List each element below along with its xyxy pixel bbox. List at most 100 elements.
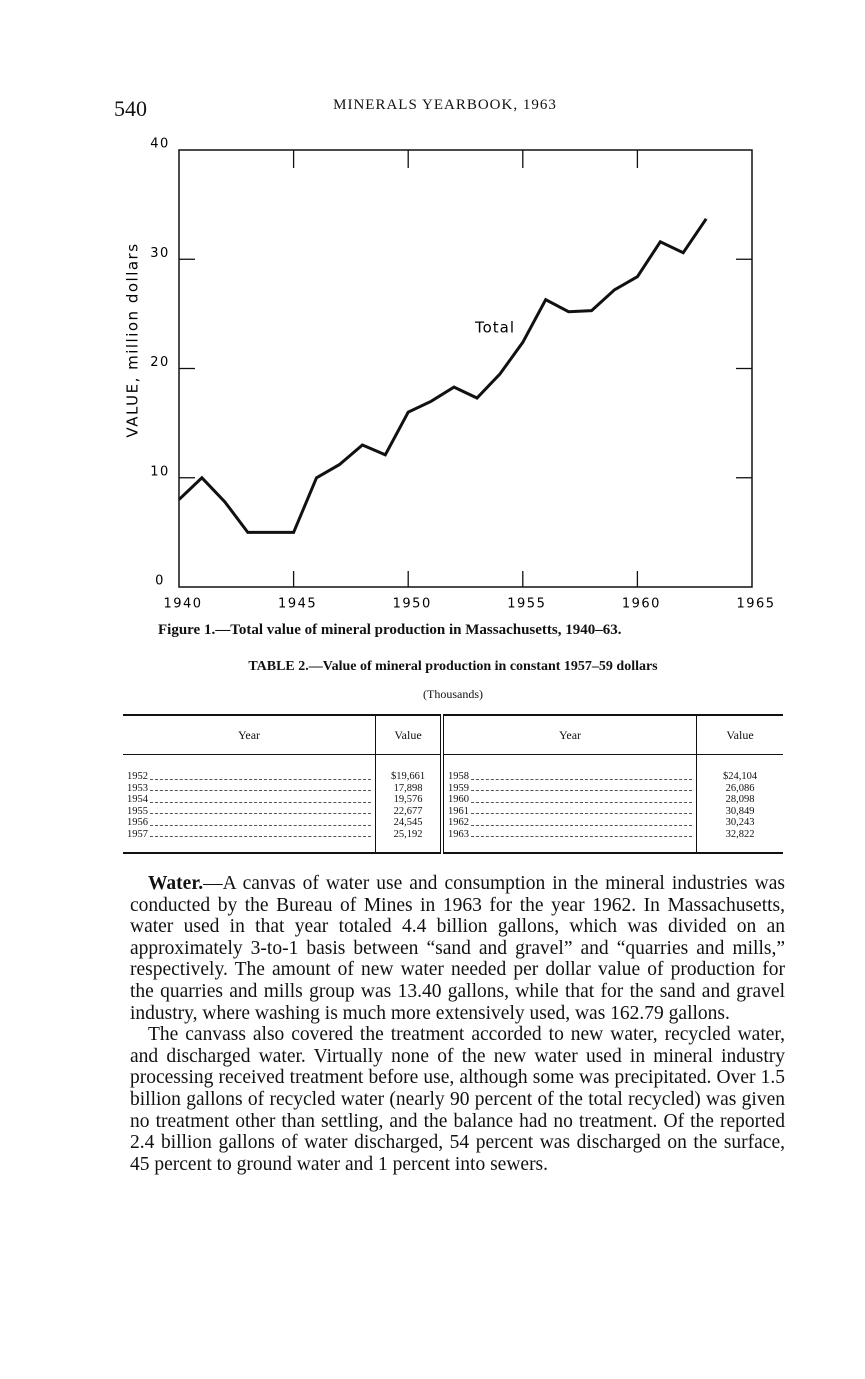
- year-cell: 1961: [448, 806, 692, 818]
- year: 1953: [127, 782, 148, 794]
- table-cell: 22,677: [375, 805, 442, 817]
- dot-leader: [471, 783, 692, 791]
- table-cell: 1952: [123, 755, 376, 783]
- table-row: 1954 19,576 1960 28,098: [123, 794, 783, 806]
- year: 1961: [448, 805, 469, 817]
- value: 24,545: [393, 817, 423, 828]
- value: 19,576: [393, 794, 423, 805]
- column-header: Year: [440, 715, 697, 755]
- chart: VALUE, million dollars Total 0 10 20 30 40 19…: [124, 137, 775, 612]
- year-cell: 1959: [448, 783, 692, 795]
- table-cell: 1958: [440, 754, 697, 783]
- y-tick-label: 20: [150, 355, 170, 370]
- dot-leader: [150, 829, 371, 837]
- year-cell: 1960: [448, 794, 692, 806]
- year: 1957: [127, 828, 148, 840]
- year: 1962: [448, 817, 469, 828]
- table-cell: 1963: [440, 828, 697, 853]
- paragraph-text: The canvass also covered the treatment a…: [130, 1024, 785, 1175]
- dot-leader: [150, 806, 371, 814]
- table-row: 1955 22,677 1961 30,849: [123, 805, 783, 818]
- year-cell: 1957: [127, 829, 371, 841]
- series-annotation: Total: [474, 319, 515, 337]
- value: 17,898: [393, 782, 423, 794]
- page-number: 540: [114, 96, 147, 121]
- table-cell: 1961: [440, 805, 697, 818]
- dot-leader: [150, 817, 371, 826]
- x-tick-label: 1940: [163, 597, 202, 612]
- column-header: Value: [375, 715, 442, 755]
- figure-caption: Figure 1.—Total value of mineral product…: [158, 622, 622, 638]
- table-cell: $19,661: [375, 754, 442, 783]
- data-line: [177, 217, 708, 534]
- year-cell: 1958: [448, 771, 692, 783]
- table-cell: 24,545: [375, 817, 442, 829]
- dot-leader: [150, 783, 371, 791]
- plot-frame: [178, 149, 753, 588]
- year-cell: 1955: [127, 806, 371, 818]
- column-header: Year: [123, 715, 376, 755]
- x-tick-label: 1965: [736, 597, 775, 612]
- dot-leader: [471, 817, 692, 826]
- value: 32,822: [725, 828, 755, 840]
- year: 1963: [448, 828, 469, 840]
- y-axis-label: VALUE, million dollars: [124, 242, 142, 437]
- y-tick-label: 0: [155, 574, 165, 589]
- table-title: TABLE 2.—Value of mineral production in …: [248, 659, 658, 674]
- table-cell: 1955: [123, 806, 376, 818]
- year: 1958: [448, 771, 469, 782]
- year-cell: 1952: [127, 771, 371, 783]
- dot-leader: [471, 794, 692, 803]
- year: 1955: [127, 805, 148, 817]
- x-tick-label: 1945: [278, 597, 317, 612]
- year: 1954: [127, 794, 148, 805]
- table-cell: 1959: [440, 782, 697, 795]
- value: $24,104: [722, 771, 758, 782]
- paragraph: Water.—A canvas of water use and consump…: [130, 873, 785, 1024]
- year: 1956: [127, 817, 148, 828]
- paragraph-lead: Water.: [148, 873, 204, 894]
- table-cell: $24,104: [696, 754, 783, 783]
- table-cell: 26,086: [696, 782, 783, 794]
- x-tick-label: 1955: [507, 597, 546, 612]
- table-row: 1957 25,192 1963 32,822: [123, 828, 783, 853]
- table-cell: 1960: [440, 794, 697, 806]
- value: 30,243: [725, 817, 755, 828]
- table-cell: 30,243: [696, 817, 783, 829]
- y-tick-label: 10: [150, 464, 170, 479]
- year: 1959: [448, 782, 469, 794]
- table-cell: 1956: [123, 817, 376, 829]
- dot-leader: [471, 829, 692, 837]
- year: 1952: [127, 771, 148, 782]
- table-cell: 1954: [123, 794, 376, 806]
- table-cell: 28,098: [696, 794, 783, 806]
- year: 1960: [448, 794, 469, 805]
- value: 30,849: [725, 805, 755, 817]
- year-cell: 1954: [127, 794, 371, 806]
- paragraph-text: —A canvas of water use and consumption i…: [130, 873, 785, 1024]
- table-cell: 25,192: [375, 828, 442, 853]
- value: $19,661: [390, 771, 426, 782]
- value: 26,086: [725, 782, 755, 794]
- table-cell: 32,822: [696, 828, 783, 853]
- year-cell: 1962: [448, 817, 692, 829]
- table-cell: 30,849: [696, 805, 783, 817]
- table-cell: 1953: [123, 783, 376, 795]
- y-tick-label: 30: [150, 246, 170, 261]
- table-row: 1953 17,898 1959 26,086: [123, 782, 783, 795]
- x-tick-label: 1960: [622, 597, 661, 612]
- table-cell: 19,576: [375, 794, 442, 806]
- y-tick-label: 40: [150, 137, 170, 152]
- year-cell: 1956: [127, 817, 371, 829]
- year-cell: 1963: [448, 829, 692, 841]
- table-row: 1956 24,545 1962 30,243: [123, 817, 783, 829]
- paragraph: The canvass also covered the treatment a…: [130, 1024, 785, 1175]
- column-header: Value: [696, 715, 783, 755]
- running-title: MINERALS YEARBOOK, 1963: [333, 97, 557, 113]
- body-text: Water.—A canvas of water use and consump…: [130, 873, 785, 1175]
- value: 22,677: [393, 805, 423, 817]
- table-cell: 17,898: [375, 782, 442, 794]
- year-cell: 1953: [127, 783, 371, 795]
- data-table: Year Value Year Value 1952 $19,661 1958 $24…: [123, 714, 783, 854]
